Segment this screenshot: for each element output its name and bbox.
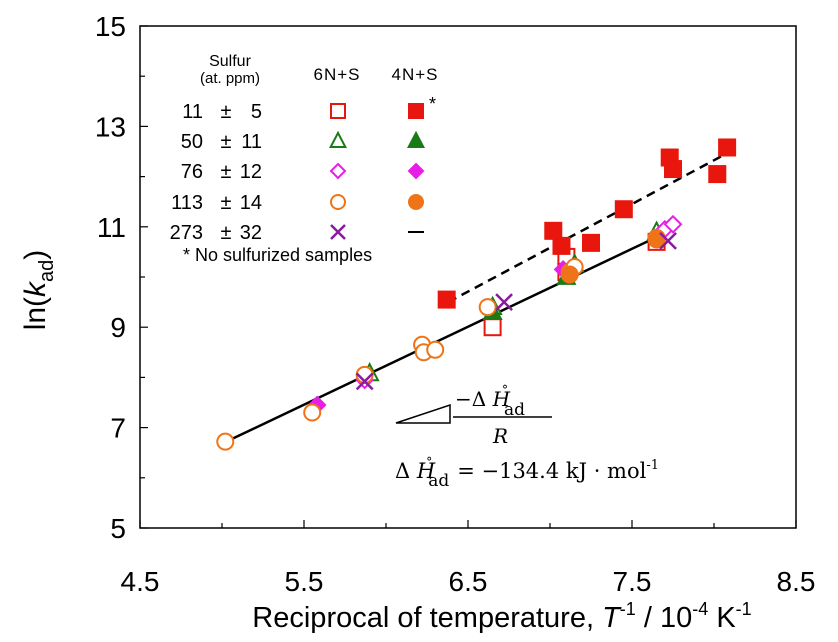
slope-numerator: −Δ H° ad — [455, 383, 525, 420]
legend-row-value: 76 — [181, 161, 203, 183]
legend-row-value: 273 — [170, 222, 203, 244]
data-point-square — [544, 221, 563, 240]
x-tick-label: 8.5 — [777, 566, 816, 597]
y-tick-label: 11 — [97, 212, 126, 243]
data-point-x — [355, 372, 374, 391]
legend-row-value: 113 — [171, 192, 203, 214]
y-tick-label: 13 — [95, 111, 126, 142]
legend-note: * — [429, 94, 436, 114]
legend-marker-6n — [330, 103, 346, 119]
x-tick-label: 7.5 — [613, 566, 652, 597]
fit-lines — [221, 150, 731, 445]
legend-marker-4n — [407, 162, 425, 180]
axis-ticks — [139, 25, 797, 529]
legend-row-pm: ± — [221, 131, 232, 153]
data-point-square — [437, 290, 456, 309]
legend-row-error: 32 — [240, 222, 262, 244]
data-point-square — [582, 233, 600, 252]
legend-header-sulfur: Sulfur — [209, 53, 251, 70]
data-point-square — [614, 200, 633, 219]
y-tick-label: 5 — [110, 513, 126, 544]
data-point-circle — [478, 298, 497, 317]
x-tick-label: 4.5 — [121, 566, 160, 597]
legend-marker-6n — [330, 194, 346, 210]
legend-row-pm: ± — [221, 222, 232, 244]
data-point-square — [664, 160, 682, 179]
data-point-square — [708, 165, 727, 184]
data-point-circle — [216, 432, 235, 451]
y-axis-label: ln(kad) — [19, 250, 58, 331]
legend-header-6n: 6N+S — [314, 65, 361, 84]
x-tick-labels: 4.5 5.5 6.5 7.5 8.5 — [121, 566, 816, 597]
fit-solid-line — [221, 228, 674, 445]
legend-marker-4n — [408, 103, 424, 119]
slope-triangle — [395, 403, 451, 424]
legend-row-pm: ± — [221, 161, 232, 183]
legend-header-unit: (at. ppm) — [200, 70, 260, 87]
data-point-x — [659, 231, 677, 250]
fit-dashed-line — [447, 150, 731, 304]
y-tick-label: 9 — [110, 312, 126, 343]
legend-marker-6n — [329, 130, 347, 149]
enthalpy-equation: Δ H° ad = −134.4 kJ · mol-1 — [395, 455, 659, 491]
data-point-diamond — [663, 214, 683, 234]
legend-row-pm: ± — [221, 101, 232, 123]
x-tick-label: 6.5 — [449, 566, 488, 597]
legend-row-value: 11 — [182, 101, 203, 123]
x-axis-label: Reciprocal of temperature, T-1 / 10-4 K-… — [252, 599, 751, 634]
data-point-square — [483, 318, 502, 337]
y-tick-label: 7 — [110, 413, 126, 444]
slope-annotation: −Δ H° ad R Δ H° ad = −134.4 kJ · mol-1 — [395, 383, 659, 491]
slope-denominator: R — [492, 424, 508, 448]
legend-marker-4n — [408, 194, 424, 210]
legend-marker-4n — [407, 130, 425, 149]
data-point-x — [495, 293, 513, 311]
legend: Sulfur (at. ppm) 6N+S 4N+S 11 ±5 * 50 ±11 76 ±… — [170, 53, 439, 265]
legend-header-4n: 4N+S — [392, 65, 439, 84]
data-point-circle — [560, 265, 579, 284]
data-point-square — [718, 138, 737, 157]
legend-marker-6n — [329, 162, 347, 180]
legend-row-value: 50 — [181, 131, 203, 153]
data-point-circle — [426, 340, 445, 359]
x-tick-label: 5.5 — [285, 566, 324, 597]
legend-row-error: 12 — [240, 161, 262, 183]
legend-row-error: 5 — [251, 101, 262, 123]
legend-marker-6n — [330, 224, 346, 240]
data-point-circle — [647, 228, 666, 247]
y-tick-labels: 5 7 9 11 13 15 — [95, 11, 126, 544]
plot-area — [139, 25, 797, 529]
legend-row-error: 14 — [240, 192, 262, 214]
legend-rows: 11 ±5 * 50 ±11 76 ±12 113 ±14 273 ±32 — [170, 94, 436, 244]
legend-row-pm: ± — [221, 192, 232, 214]
y-tick-label: 15 — [95, 11, 126, 42]
legend-row-error: 11 — [241, 131, 262, 153]
legend-footnote: * No sulfurized samples — [183, 245, 372, 265]
data-point-circle — [303, 403, 322, 422]
data-points — [216, 138, 737, 451]
data-point-square — [552, 236, 571, 255]
